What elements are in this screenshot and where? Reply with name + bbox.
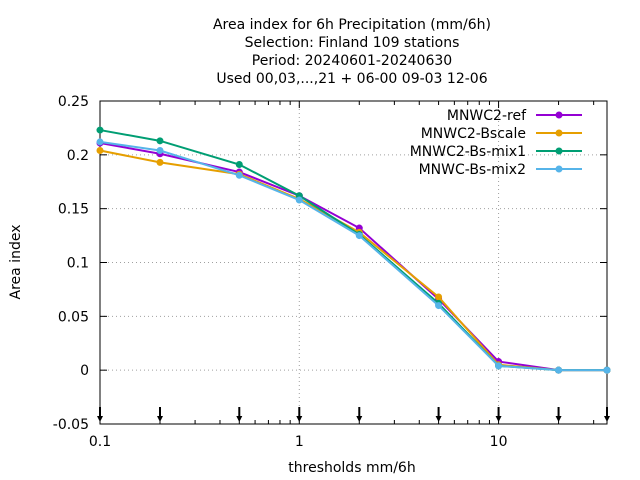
y-tick-label: 0.15 [58, 202, 89, 218]
bottom-marker-arrow [296, 416, 303, 422]
series-line-3 [99, 129, 607, 372]
bottom-marker-arrow [555, 416, 562, 422]
x-axis-label: thresholds mm/6h [288, 460, 415, 476]
legend-label: MNWC2-Bscale [421, 126, 526, 142]
bottom-marker-arrow [356, 416, 363, 422]
ticks: -0.05 0 0.05 0.1 0.15 0.2 0.25 0.1 1 10 [53, 94, 607, 450]
legend-label: MNWC-Bs-mix2 [419, 162, 526, 178]
bottom-marker-arrow [97, 416, 103, 422]
y-tick-label: 0 [80, 363, 89, 379]
data-point [435, 293, 443, 301]
data-point [495, 362, 503, 370]
series-lines [96, 126, 611, 374]
data-point [156, 158, 164, 166]
legend-marker [555, 165, 563, 173]
data-point [295, 196, 303, 204]
title-line-1: Area index for 6h Precipitation (mm/6h) [213, 17, 491, 33]
y-tick-label: 0.25 [58, 94, 89, 110]
data-point [235, 171, 243, 179]
bottom-marker-arrow [435, 416, 442, 422]
legend-marker [555, 111, 563, 119]
title-line-4: Used 00,03,...,21 + 06-00 09-03 12-06 [216, 71, 487, 87]
y-axis-label: Area index [8, 225, 24, 300]
x-tick-label: 1 [295, 434, 304, 450]
data-point [156, 147, 164, 155]
legend-label: MNWC2-Bs-mix1 [410, 144, 526, 160]
data-point [96, 138, 104, 146]
bottom-marker-arrow [604, 416, 610, 422]
y-tick-label: 0.1 [67, 256, 89, 272]
data-point [355, 232, 363, 240]
data-point [555, 366, 563, 374]
y-tick-label: 0.2 [67, 148, 89, 164]
y-tick-label: -0.05 [53, 417, 89, 433]
bottom-markers [97, 407, 610, 422]
data-point [96, 147, 104, 155]
legend-label: MNWC2-ref [447, 108, 527, 124]
data-point [235, 161, 243, 169]
legend: MNWC2-ref MNWC2-Bscale MNWC2-Bs-mix1 MNWC-B… [410, 108, 582, 178]
legend-marker [555, 147, 563, 155]
x-tick-label: 10 [490, 434, 508, 450]
grid [99, 100, 607, 425]
bottom-marker-arrow [236, 416, 243, 422]
title-line-2: Selection: Finland 109 stations [245, 35, 460, 51]
data-point [96, 126, 104, 134]
data-point [435, 302, 443, 310]
y-tick-label: 0.05 [58, 309, 89, 325]
legend-marker [555, 129, 563, 137]
series-line-4 [99, 140, 607, 372]
data-point [603, 366, 611, 374]
series-line-2 [99, 149, 607, 372]
bottom-marker-arrow [495, 416, 502, 422]
series-line-1 [99, 142, 607, 372]
x-tick-label: 0.1 [89, 434, 111, 450]
title-line-3: Period: 20240601-20240630 [252, 53, 452, 69]
chart-title: Area index for 6h Precipitation (mm/6h) S… [213, 17, 491, 87]
data-point [156, 137, 164, 145]
bottom-marker-arrow [156, 416, 163, 422]
